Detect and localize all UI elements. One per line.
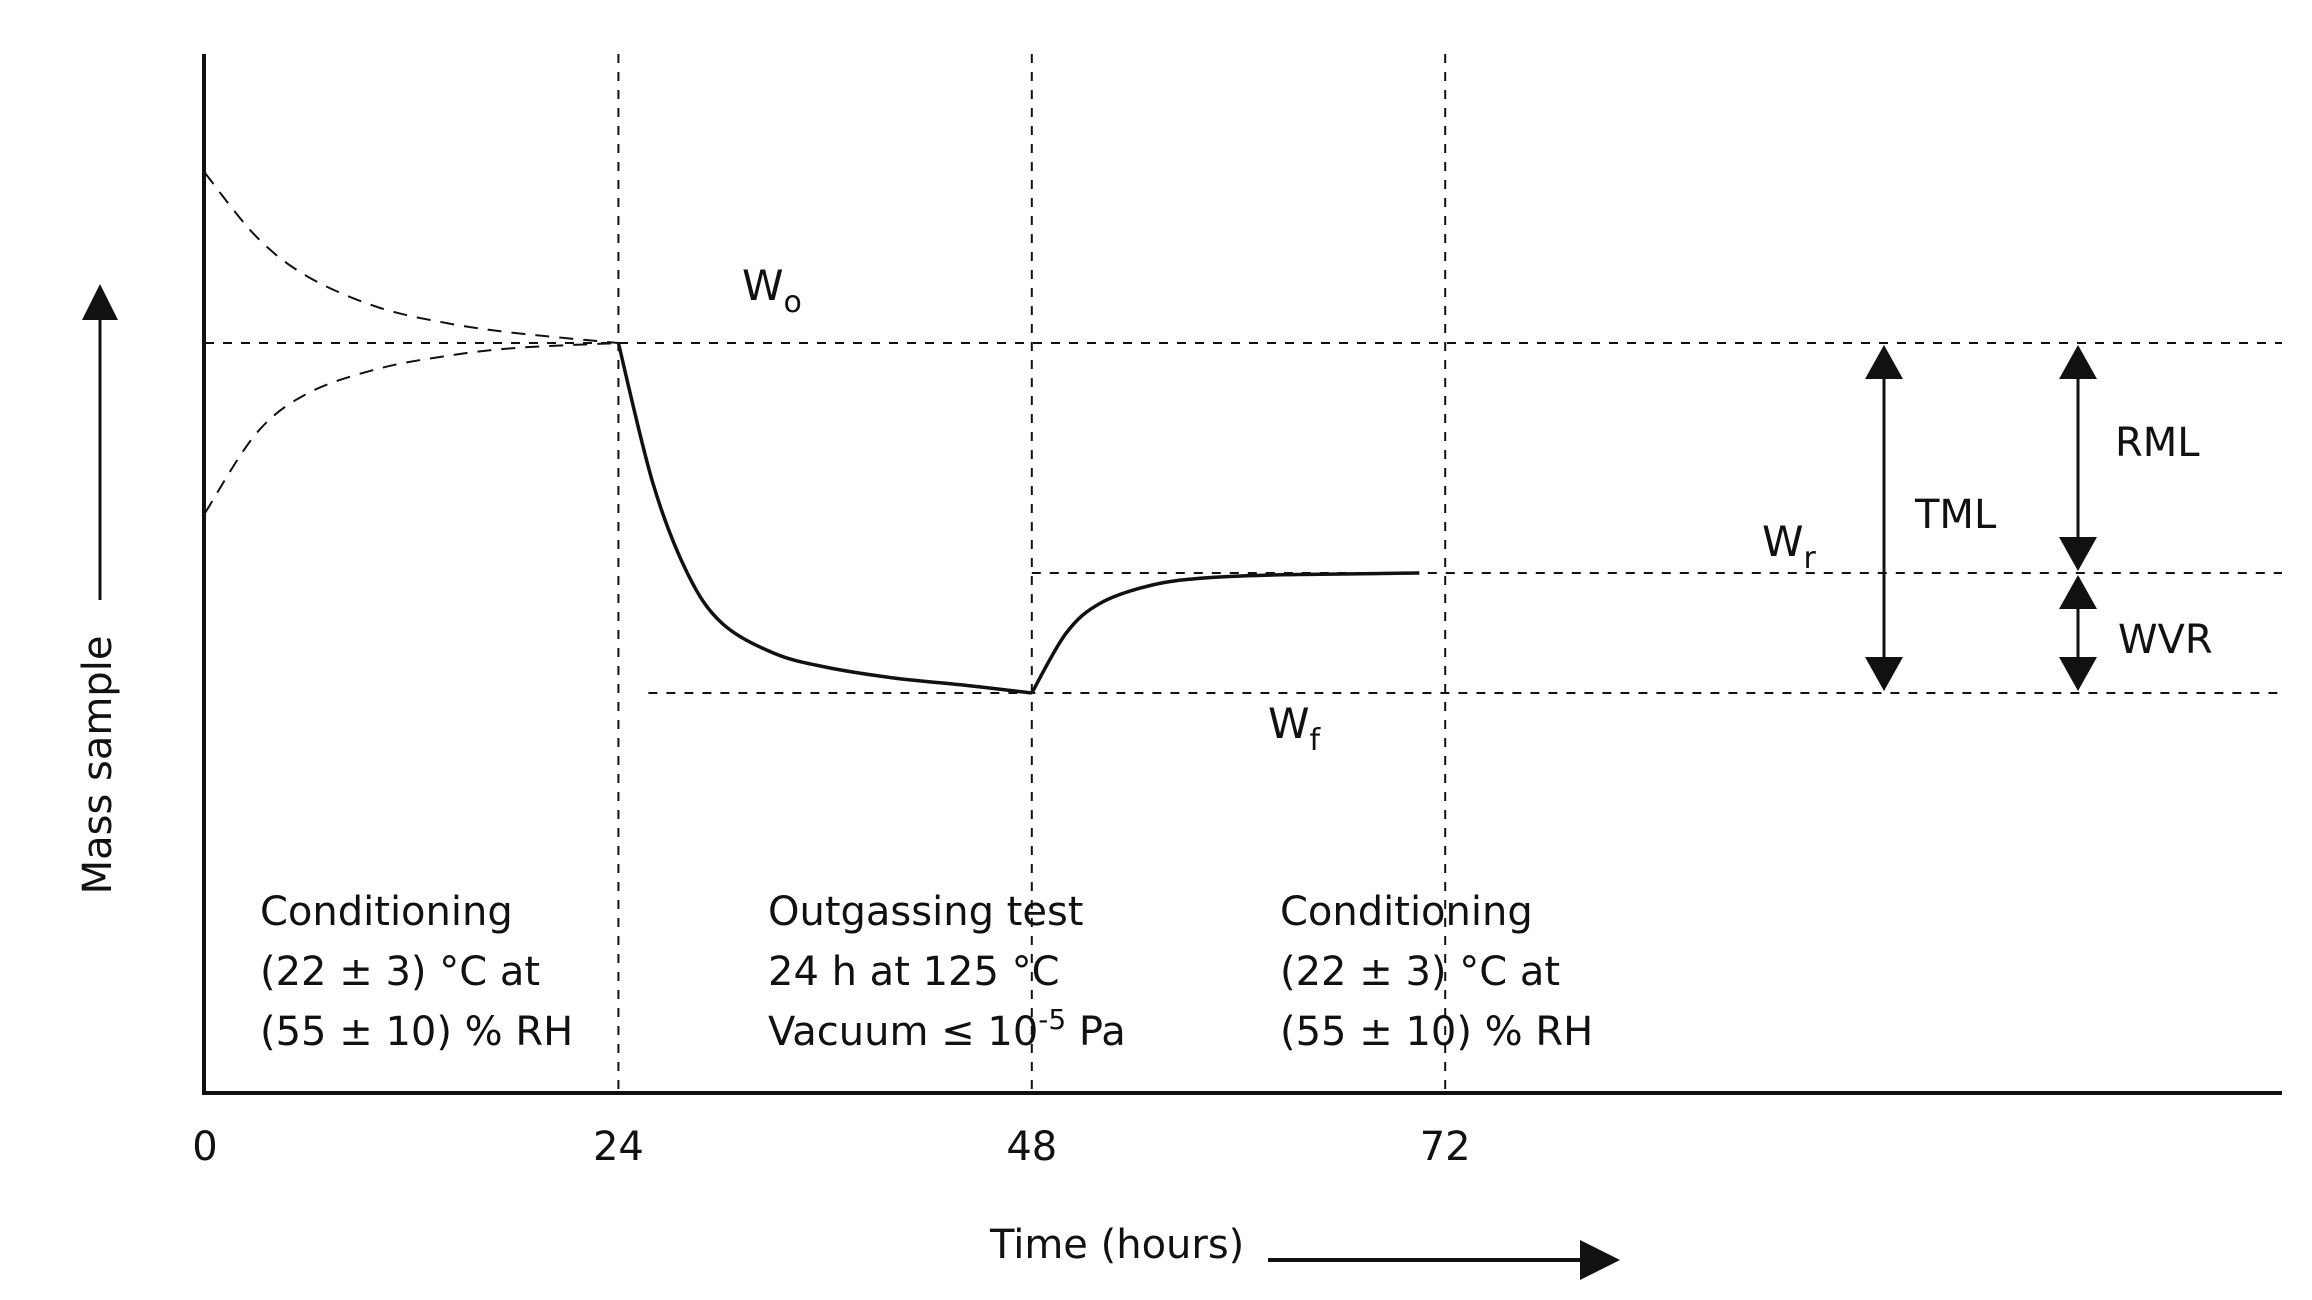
wf-main: W: [1268, 699, 1310, 748]
rml-arrow-up-arrowhead-icon: [2059, 345, 2097, 379]
vacuum-exponent: -5: [1038, 1003, 1066, 1036]
tml-label: TML: [1914, 492, 1997, 538]
vacuum-unit: Pa: [1066, 1009, 1126, 1055]
phase-3-line-1: Conditioning: [1280, 889, 1533, 935]
data-series: [204, 172, 1420, 695]
phase-2-text: Outgassing test 24 h at 125 °C Vacuum ≤ …: [768, 889, 1126, 1055]
series-line-2: [204, 342, 619, 514]
x-axis-label: Time (hours): [989, 1222, 1244, 1268]
vacuum-label: Vacuum ≤ 10: [768, 1009, 1038, 1055]
reference-level-lines: [205, 342, 2282, 694]
rml-arrow-down-arrowhead-icon: [2059, 537, 2097, 571]
phase-2-line-1: Outgassing test: [768, 889, 1084, 935]
wvr-arrow: [2059, 575, 2097, 691]
phase-1-text: Conditioning (22 ± 3) °C at (55 ± 10) % …: [260, 889, 573, 1055]
phase-3-line-2: (22 ± 3) °C at: [1280, 949, 1560, 995]
phase-1-line-1: Conditioning: [260, 889, 513, 935]
x-tick-24: 24: [593, 1124, 644, 1170]
wr-main: W: [1762, 517, 1804, 566]
rml-arrow: [2059, 345, 2097, 571]
wf-label: Wf: [1268, 699, 1322, 758]
tml-arrow-down-arrowhead-icon: [1865, 657, 1903, 691]
wo-label: Wo: [742, 261, 802, 320]
phase-3-text: Conditioning (22 ± 3) °C at (55 ± 10) % …: [1280, 889, 1593, 1055]
series-line-3: [616, 342, 1033, 695]
series-line-1: [204, 172, 619, 344]
x-tick-72: 72: [1420, 1124, 1471, 1170]
y-axis-arrowhead-icon: [82, 284, 118, 320]
x-tick-48: 48: [1006, 1124, 1057, 1170]
series-line-4: [1030, 571, 1420, 694]
phase-1-line-2: (22 ± 3) °C at: [260, 949, 540, 995]
phase-2-line-3: Vacuum ≤ 10-5 Pa: [768, 1003, 1126, 1055]
rml-label: RML: [2115, 420, 2200, 466]
phase-dividers: [617, 54, 1447, 1093]
x-axis-label-group: Time (hours): [989, 1222, 1620, 1280]
wvr-label: WVR: [2118, 617, 2213, 663]
wvr-arrow-up-arrowhead-icon: [2059, 575, 2097, 609]
x-axis-arrowhead-icon: [1580, 1240, 1620, 1280]
wo-main: W: [742, 261, 784, 310]
y-axis-label: Mass sample: [75, 636, 121, 895]
wvr-arrow-down-arrowhead-icon: [2059, 657, 2097, 691]
tml-arrow: [1865, 345, 1903, 691]
wf-sub: f: [1310, 723, 1322, 758]
wr-sub: r: [1804, 541, 1817, 576]
phase-1-line-3: (55 ± 10) % RH: [260, 1009, 573, 1055]
x-tick-labels: 0 24 48 72: [192, 1124, 1470, 1170]
wr-label: Wr: [1762, 517, 1817, 576]
phase-3-line-3: (55 ± 10) % RH: [1280, 1009, 1593, 1055]
phase-2-line-2: 24 h at 125 °C: [768, 949, 1060, 995]
y-axis-label-group: Mass sample: [75, 284, 121, 894]
dimension-arrows: [1865, 345, 2097, 691]
tml-arrow-up-arrowhead-icon: [1865, 345, 1903, 379]
wo-sub: o: [784, 285, 802, 320]
x-tick-0: 0: [192, 1124, 217, 1170]
